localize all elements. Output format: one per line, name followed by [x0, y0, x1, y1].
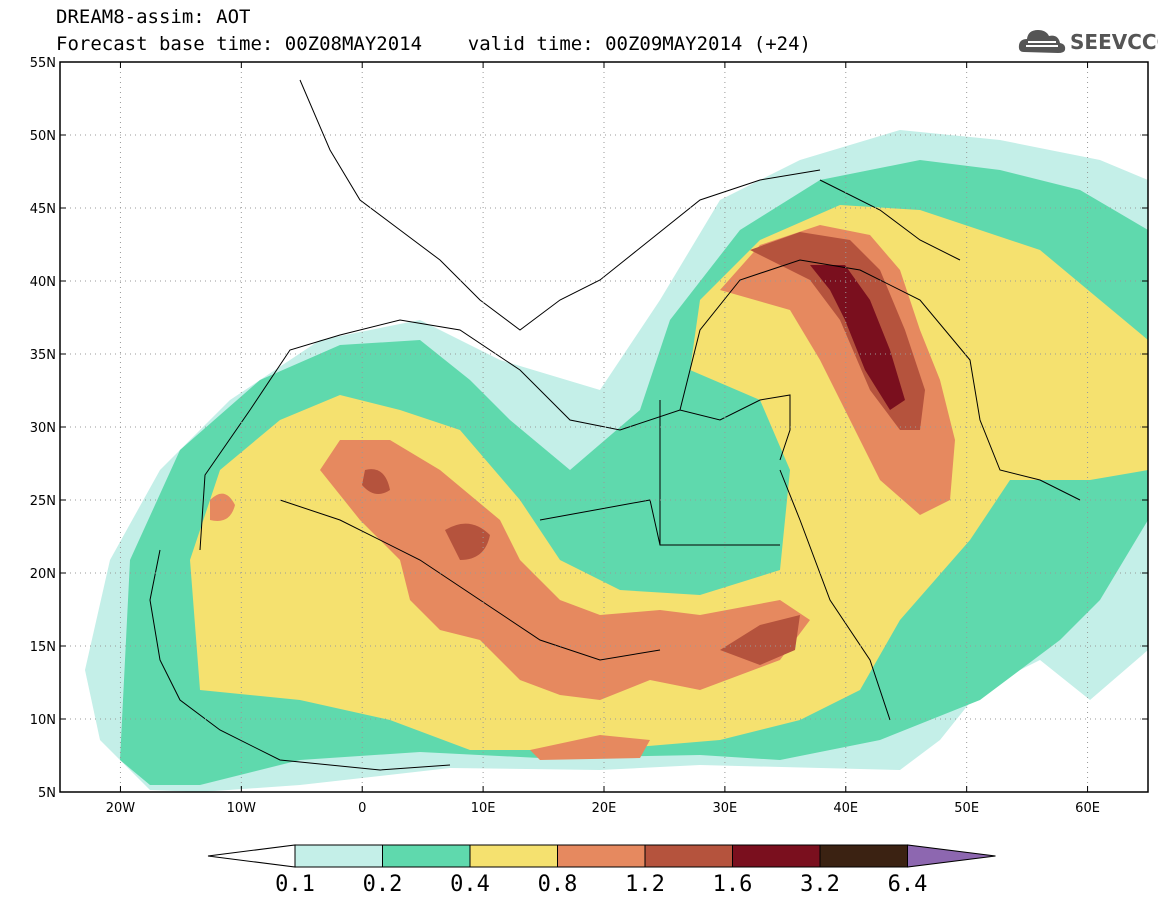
- lon-tick-label: 10E: [471, 801, 496, 816]
- longitude-ticks: 20W 10W 0 10E 20E 30E 40E 50E 60E: [106, 62, 1100, 816]
- map-subtitle: Forecast base time: 00Z08MAY2014 valid t…: [56, 33, 811, 55]
- colorbar-label: 0.8: [538, 872, 578, 897]
- lat-tick-label: 35N: [30, 348, 56, 363]
- lat-tick-label: 25N: [30, 494, 56, 509]
- lon-tick-label: 60E: [1075, 801, 1100, 816]
- colorbar-label: 3.2: [800, 872, 840, 897]
- colorbar-bin: [294, 844, 383, 868]
- lat-tick-label: 55N: [30, 56, 56, 71]
- lat-tick-label: 20N: [30, 567, 56, 582]
- seevccc-logo: SEEVCCC: [1018, 30, 1158, 54]
- lon-tick-label: 40E: [833, 801, 858, 816]
- logo-text: SEEVCCC: [1070, 30, 1158, 54]
- cloud-icon: [1018, 30, 1066, 53]
- colorbar-bin: [644, 844, 733, 868]
- lon-tick-label: 30E: [713, 801, 738, 816]
- lon-tick-label: 20E: [592, 801, 617, 816]
- latitude-ticks: 55N 50N 45N 40N 35N 30N 25N 20N 15N 10N 5N: [30, 56, 1148, 801]
- colorbar-over-triangle: [907, 844, 996, 868]
- lon-tick-label: 0: [358, 801, 366, 816]
- colorbar-bin: [557, 844, 646, 868]
- lon-tick-label: 20W: [106, 801, 136, 816]
- coastlines: [149, 79, 1081, 771]
- colorbar-under-triangle: [207, 844, 296, 868]
- colorbar-label: 0.2: [363, 872, 403, 897]
- lat-tick-label: 40N: [30, 275, 56, 290]
- colorbar-label: 1.6: [713, 872, 753, 897]
- gridlines: [60, 62, 1148, 792]
- map-title: DREAM8-assim: AOT: [56, 6, 251, 28]
- lat-tick-label: 50N: [30, 129, 56, 144]
- colorbar-bin: [819, 844, 908, 868]
- colorbar-label: 0.1: [275, 872, 315, 897]
- colorbar-label: 6.4: [888, 872, 928, 897]
- colorbar-bin: [382, 844, 471, 868]
- lat-tick-label: 10N: [30, 713, 56, 728]
- lat-tick-label: 15N: [30, 640, 56, 655]
- colorbar-bin: [732, 844, 821, 868]
- colorbar-label: 1.2: [625, 872, 665, 897]
- lat-tick-label: 30N: [30, 421, 56, 436]
- colorbar-label: 0.4: [450, 872, 490, 897]
- lon-tick-label: 50E: [954, 801, 979, 816]
- colorbar-bin: [469, 844, 558, 868]
- colorbar: 0.1 0.2 0.4 0.8 1.2 1.6 3.2 6.4: [207, 844, 996, 897]
- lon-tick-label: 10W: [227, 801, 257, 816]
- lat-tick-label: 5N: [38, 786, 56, 801]
- lat-tick-label: 45N: [30, 202, 56, 217]
